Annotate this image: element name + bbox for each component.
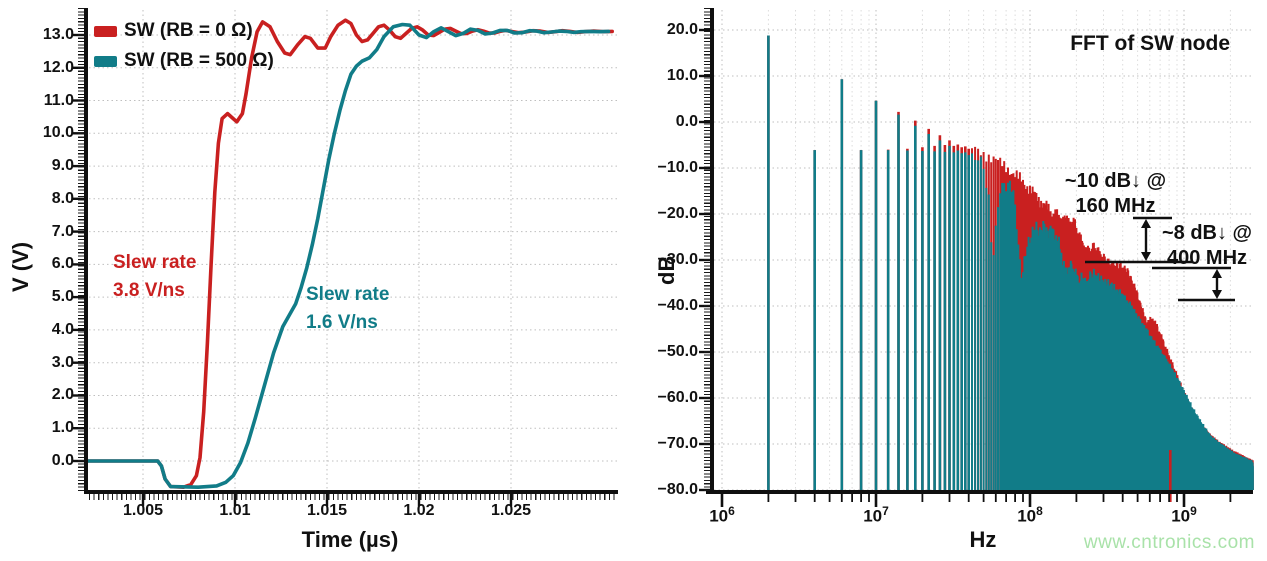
fft-y-tick-label: 10.0 [666,67,698,84]
fft-x-tick-label: 107 [863,504,889,526]
slew-rate-red-line2: 3.8 V/ns [113,280,185,301]
left-y-tick-label: 7.0 [51,223,74,240]
fft-annotation-160mhz: ~10 dB↓ @ 160 MHz [1048,169,1183,219]
legend-label-rb500: SW (RB = 500 Ω) [124,50,274,71]
fft-annotation-400mhz-line1: ~8 dB↓ @ [1161,222,1253,244]
left-y-tick-label: 4.0 [51,321,74,338]
left-y-tick-label: 0.0 [51,452,74,469]
legend-swatch-red [94,25,117,37]
fft-y-tick-label: −20.0 [657,205,698,222]
fft-annotation-400mhz-line2: 400 MHz [1166,247,1248,269]
fft-y-tick-label: −30.0 [657,251,698,268]
slew-rate-annotation-teal: Slew rate 1.6 V/ns [306,281,389,337]
legend-item-rb500: SW (RB = 500 Ω) [94,46,274,76]
fft-plot-canvas [699,8,1254,507]
legend: SW (RB = 0 Ω) SW (RB = 500 Ω) [94,16,274,76]
fft-y-tick-label: −80.0 [657,481,698,498]
slew-rate-teal-line2: 1.6 V/ns [306,312,378,333]
left-x-tick-label: 1.02 [403,502,435,519]
fft-annotation-400mhz: ~8 dB↓ @ 400 MHz [1152,221,1262,271]
left-y-tick-label: 8.0 [51,190,74,207]
fft-x-tick-label: 109 [1171,504,1197,526]
left-x-axis-title: Time (µs) [301,527,399,552]
slew-rate-annotation-red: Slew rate 3.8 V/ns [113,249,196,305]
left-y-tick-label: 5.0 [51,288,74,305]
left-y-tick-label: 12.0 [42,59,74,76]
left-y-axis-minor-ticks [78,8,84,491]
fft-annotation-160mhz-line2: 160 MHz [1075,195,1156,217]
fft-y-tick-label: −70.0 [657,435,698,452]
left-y-tick-label: 13.0 [42,26,74,43]
fft-x-axis-title: Hz [969,527,997,552]
left-x-tick-label: 1.025 [490,502,532,519]
left-y-tick-label: 9.0 [51,157,74,174]
left-y-tick-label: 1.0 [51,419,74,436]
fft-y-axis-minor-ticks [704,8,710,491]
left-y-tick-label: 2.0 [51,386,74,403]
time-domain-plot-canvas [73,8,618,506]
fft-y-tick-label: −10.0 [657,159,698,176]
fft-y-tick-label: 20.0 [666,21,698,38]
left-x-tick-label: 1.015 [306,502,348,519]
fft-y-tick-label: −40.0 [657,297,698,314]
fft-y-tick-label: −50.0 [657,343,698,360]
cursor-marker [1169,450,1172,502]
fft-title: FFT of SW node [1070,32,1230,55]
fft-drop-arrow-160mhz [1085,216,1192,264]
legend-swatch-teal [94,55,117,67]
fft-y-tick-label: 0.0 [675,113,698,130]
left-y-tick-label: 6.0 [51,255,74,272]
slew-rate-red-line1: Slew rate [113,252,197,273]
fft-annotation-160mhz-line1: ~10 dB↓ @ [1064,170,1167,192]
fft-x-tick-label: 106 [709,504,735,526]
legend-label-rb0: SW (RB = 0 Ω) [124,20,253,41]
fft-chart-panel: FFT of SW node ~10 dB↓ @ 160 MHz ~8 dB↓ … [640,0,1267,561]
left-x-tick-label: 1.005 [122,502,164,519]
time-domain-chart-panel: SW (RB = 0 Ω) SW (RB = 500 Ω) Slew rate … [8,8,618,552]
legend-item-rb0: SW (RB = 0 Ω) [94,16,274,46]
fft-y-tick-label: −60.0 [657,389,698,406]
left-x-axis-minor-ticks [89,494,618,500]
left-x-tick-label: 1.01 [219,502,251,519]
left-y-tick-label: 11.0 [43,92,74,109]
watermark: www.cntronics.com [1083,532,1255,553]
slew-rate-teal-line1: Slew rate [306,284,390,305]
left-y-tick-label: 3.0 [51,354,74,371]
left-y-tick-label: 10.0 [42,124,74,141]
fft-drop-arrow-400mhz [1152,266,1235,302]
fft-x-tick-label: 108 [1017,504,1043,526]
